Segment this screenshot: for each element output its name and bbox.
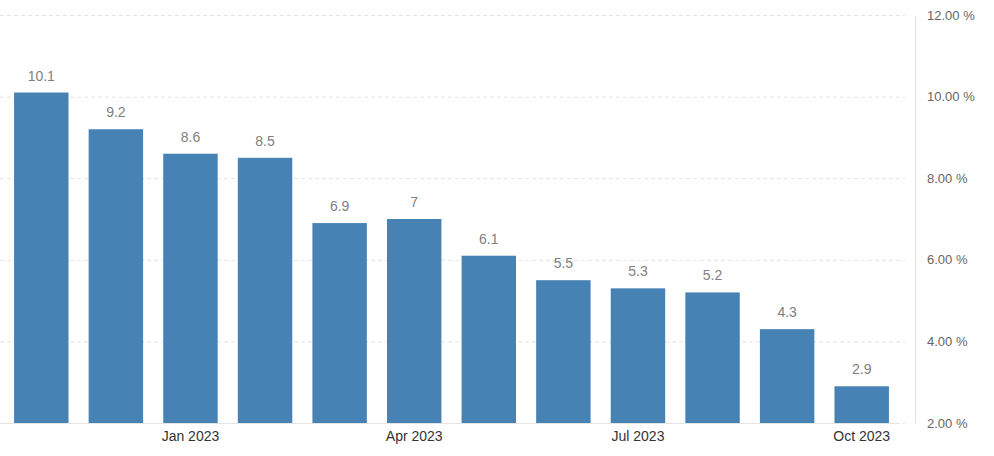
- x-tick: Apr 2023: [386, 423, 443, 444]
- y-axis: 2.00 % 4.00 % 6.00 % 8.00 % 10.00 % 12.00 %: [915, 8, 975, 431]
- y-axis-line: [915, 16, 916, 424]
- x-tick-label: Jan 2023: [162, 428, 220, 444]
- bar: [760, 329, 814, 423]
- chart: 10.1 9.2 8.6 8.5 6.9 7 6.1 5.5 5.3 5.2 4.3 2.9 2.00 …: [0, 0, 994, 456]
- bar: [238, 158, 292, 423]
- data-label: 6.9: [330, 198, 350, 214]
- x-axis-line: [5, 423, 900, 424]
- bar: [611, 288, 665, 423]
- y-tick-label: 8.00 %: [927, 171, 968, 186]
- x-tick: Jul 2023: [611, 423, 664, 444]
- grid-line: [0, 97, 905, 98]
- y-tick-label: 4.00 %: [927, 334, 968, 349]
- data-label: 8.6: [181, 129, 201, 145]
- data-label: 5.2: [703, 267, 723, 283]
- y-tick-label: 6.00 %: [927, 252, 968, 267]
- bar: [312, 223, 366, 423]
- data-label: 10.1: [28, 68, 55, 84]
- y-tick-label: 2.00 %: [927, 416, 968, 431]
- x-tick: Oct 2023: [833, 423, 890, 444]
- y-tick: 4.00 %: [915, 334, 968, 349]
- bar: [536, 280, 590, 423]
- grid-line: [0, 15, 905, 16]
- bar: [834, 386, 888, 423]
- x-tick-label: Apr 2023: [386, 428, 443, 444]
- bars: [14, 93, 889, 423]
- data-labels: 10.1 9.2 8.6 8.5 6.9 7 6.1 5.5 5.3 5.2 4.3 2.9: [28, 68, 872, 378]
- data-label: 7: [410, 194, 418, 210]
- x-tick-label: Oct 2023: [833, 428, 890, 444]
- x-axis: Jan 2023 Apr 2023 Jul 2023 Oct 2023: [5, 423, 900, 444]
- grid: [0, 16, 905, 424]
- data-label: 9.2: [106, 104, 126, 120]
- bar: [163, 154, 217, 423]
- bar: [89, 129, 143, 423]
- y-tick-label: 12.00 %: [927, 8, 975, 23]
- grid-line: [0, 423, 905, 424]
- data-label: 5.5: [554, 255, 574, 271]
- bar: [462, 256, 516, 423]
- bar: [685, 292, 739, 423]
- data-label: 4.3: [777, 304, 797, 320]
- y-tick: 2.00 %: [915, 416, 968, 431]
- data-label: 8.5: [255, 133, 275, 149]
- y-tick: 8.00 %: [915, 171, 968, 186]
- data-label: 6.1: [479, 231, 499, 247]
- x-tick: Jan 2023: [162, 423, 220, 444]
- y-tick-label: 10.00 %: [927, 89, 975, 104]
- bar: [14, 93, 68, 423]
- x-tick-label: Jul 2023: [611, 428, 664, 444]
- data-label: 5.3: [628, 263, 648, 279]
- data-label: 2.9: [852, 361, 872, 377]
- bar: [387, 219, 441, 423]
- y-tick: 10.00 %: [915, 89, 975, 104]
- y-tick: 12.00 %: [915, 8, 975, 23]
- y-tick: 6.00 %: [915, 252, 968, 267]
